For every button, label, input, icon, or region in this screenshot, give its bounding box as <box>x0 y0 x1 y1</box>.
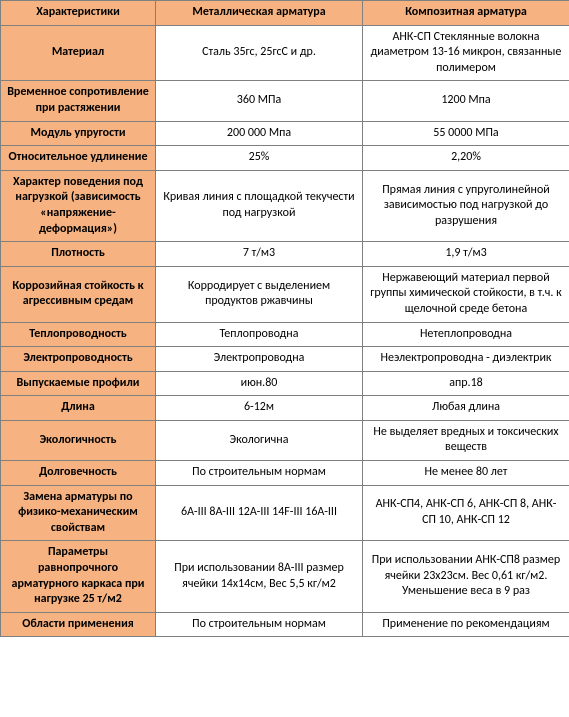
table-row: ТеплопроводностьТеплопроводнаНетеплопров… <box>1 322 569 347</box>
row-label: Коррозийная стойкость к агрессивным сред… <box>1 266 156 322</box>
table-row: Коррозийная стойкость к агрессивным сред… <box>1 266 569 322</box>
row-value-composite: апр.18 <box>363 371 569 396</box>
row-label: Экологичность <box>1 420 156 460</box>
table-row: МатериалСталь 35гс, 25гсС и др.АНК-СП Ст… <box>1 25 569 81</box>
row-label: Теплопроводность <box>1 322 156 347</box>
table-row: Длина6-12мЛюбая длина <box>1 396 569 421</box>
row-value-metal: 25% <box>156 146 363 171</box>
row-value-composite: При использовании АНК-СП8 размер ячейки … <box>363 541 569 612</box>
row-label: Долговечность <box>1 461 156 486</box>
table-row: ЭкологичностьЭкологичнаНе выделяет вредн… <box>1 420 569 460</box>
table-row: Замена арматуры по физико-механическим с… <box>1 485 569 541</box>
row-value-composite: Любая длина <box>363 396 569 421</box>
row-label: Электропроводность <box>1 347 156 372</box>
row-value-metal: июн.80 <box>156 371 363 396</box>
col-header-1: Металлическая арматура <box>156 1 363 26</box>
row-value-composite: Нетеплопроводна <box>363 322 569 347</box>
table-row: ЭлектропроводностьЭлектропроводнаНеэлект… <box>1 347 569 372</box>
table-body: МатериалСталь 35гс, 25гсС и др.АНК-СП Ст… <box>1 25 569 637</box>
row-value-metal: Теплопроводна <box>156 322 363 347</box>
row-value-metal: 6-12м <box>156 396 363 421</box>
row-value-metal: По строительным нормам <box>156 461 363 486</box>
col-header-0: Характеристики <box>1 1 156 26</box>
row-value-composite: АНК-СП4, АНК-СП 6, АНК-СП 8, АНК-СП 10, … <box>363 485 569 541</box>
row-value-metal: При использовании 8А-III размер ячейки 1… <box>156 541 363 612</box>
row-value-metal: 6А-III 8А-III 12А-III 14F-III 16А-III <box>156 485 363 541</box>
table-row: Характер поведения под нагрузкой (зависи… <box>1 170 569 241</box>
row-value-metal: Электропроводна <box>156 347 363 372</box>
row-label: Относительное удлинение <box>1 146 156 171</box>
table-row: Временное сопротивление при растяжении36… <box>1 81 569 121</box>
row-value-metal: Корродирует с выделением продуктов ржавч… <box>156 266 363 322</box>
row-value-metal: Сталь 35гс, 25гсС и др. <box>156 25 363 81</box>
col-header-2: Композитная арматура <box>363 1 569 26</box>
row-value-metal: 7 т/м3 <box>156 242 363 267</box>
table-row: Относительное удлинение25%2,20% <box>1 146 569 171</box>
row-label: Выпускаемые профили <box>1 371 156 396</box>
row-label: Области применения <box>1 612 156 637</box>
row-label: Характер поведения под нагрузкой (зависи… <box>1 170 156 241</box>
row-value-metal: 200 000 Мпа <box>156 121 363 146</box>
row-value-composite: Не менее 80 лет <box>363 461 569 486</box>
row-value-composite: 2,20% <box>363 146 569 171</box>
row-label: Параметры равнопрочного арматурного карк… <box>1 541 156 612</box>
row-value-composite: АНК-СП Стеклянные волокна диаметром 13-1… <box>363 25 569 81</box>
row-value-metal: Кривая линия с площадкой текучести под н… <box>156 170 363 241</box>
row-label: Материал <box>1 25 156 81</box>
row-value-composite: 55 0000 МПа <box>363 121 569 146</box>
table-row: ДолговечностьПо строительным нормамНе ме… <box>1 461 569 486</box>
row-label: Замена арматуры по физико-механическим с… <box>1 485 156 541</box>
row-value-composite: Не выделяет вредных и токсических вещест… <box>363 420 569 460</box>
row-value-metal: По строительным нормам <box>156 612 363 637</box>
table-row: Плотность7 т/м31,9 т/м3 <box>1 242 569 267</box>
row-value-composite: Нержавеющий материал первой группы химич… <box>363 266 569 322</box>
table-row: Модуль упругости200 000 Мпа55 0000 МПа <box>1 121 569 146</box>
row-value-metal: 360 МПа <box>156 81 363 121</box>
table-row: Выпускаемые профилииюн.80апр.18 <box>1 371 569 396</box>
header-row: Характеристики Металлическая арматура Ко… <box>1 1 569 26</box>
table-row: Параметры равнопрочного арматурного карк… <box>1 541 569 612</box>
row-label: Временное сопротивление при растяжении <box>1 81 156 121</box>
row-value-composite: Применение по рекомендациям <box>363 612 569 637</box>
row-label: Плотность <box>1 242 156 267</box>
table-row: Области примененияПо строительным нормам… <box>1 612 569 637</box>
row-label: Длина <box>1 396 156 421</box>
row-value-composite: 1200 Мпа <box>363 81 569 121</box>
row-value-composite: Неэлектропроводна - диэлектрик <box>363 347 569 372</box>
row-label: Модуль упругости <box>1 121 156 146</box>
comparison-table: Характеристики Металлическая арматура Ко… <box>0 0 569 637</box>
row-value-metal: Экологична <box>156 420 363 460</box>
row-value-composite: 1,9 т/м3 <box>363 242 569 267</box>
row-value-composite: Прямая линия с упруголинейной зависимост… <box>363 170 569 241</box>
